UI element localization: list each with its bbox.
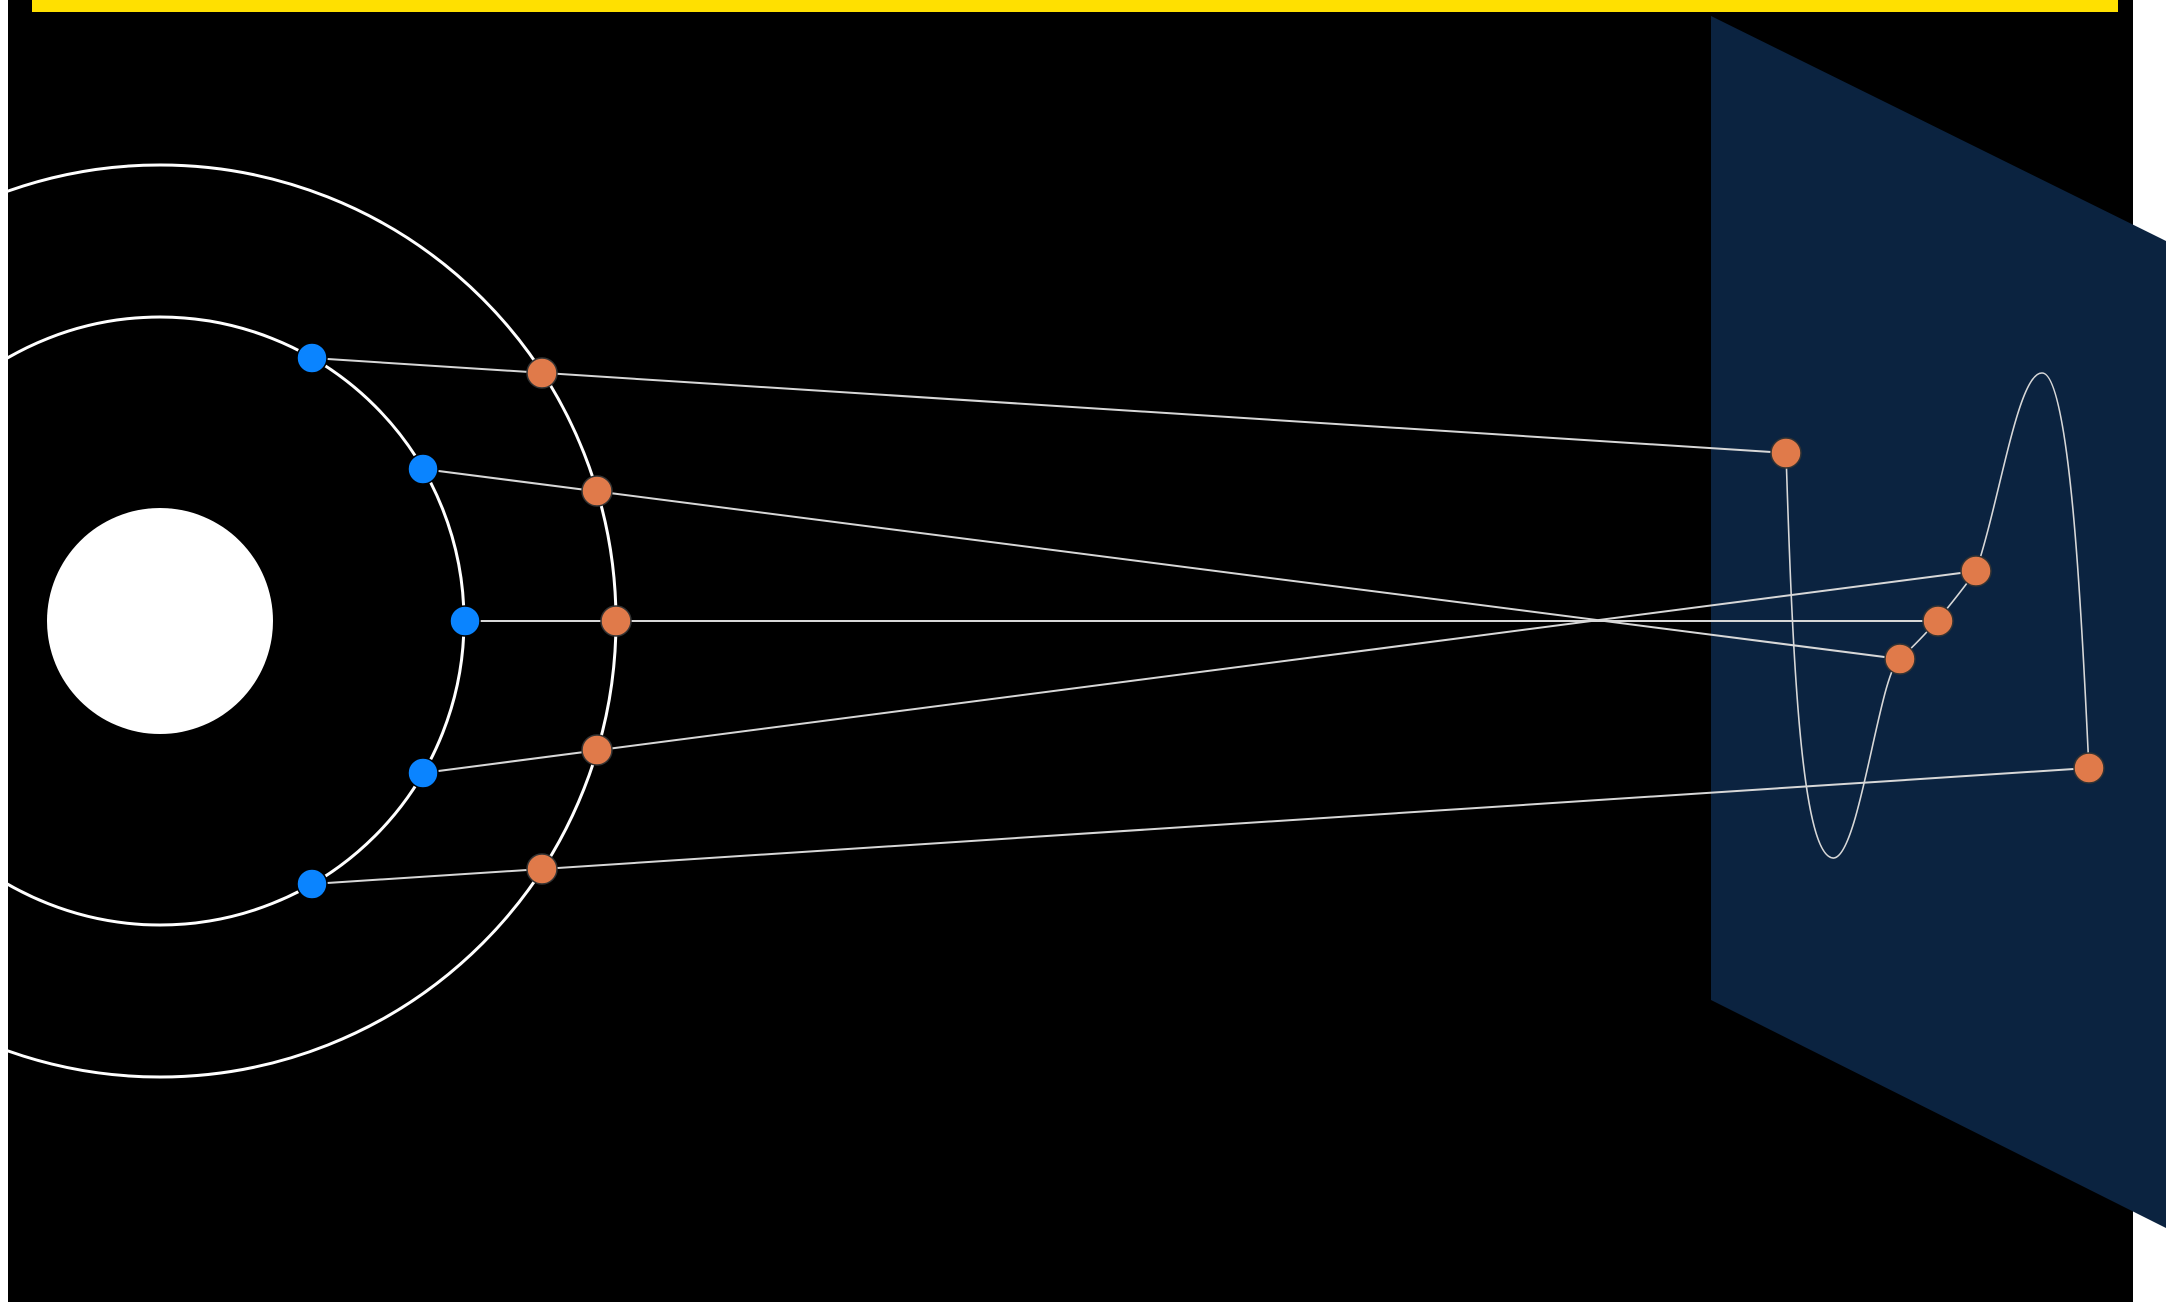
sight-line-2 — [422, 468, 1901, 660]
sight-lines — [311, 357, 2090, 885]
inner-planet-dot-4 — [407, 757, 439, 789]
inner-planet-dot-3 — [449, 605, 481, 637]
inner-planet-dot-1 — [296, 342, 328, 374]
apparent-dot-4 — [1960, 555, 1992, 587]
outer-planet-positions — [526, 357, 632, 885]
outer-planet-dot-4 — [581, 734, 613, 766]
top-highlight-bar — [32, 0, 2118, 12]
outer-planet-dot-2 — [581, 475, 613, 507]
inner-planet-positions — [296, 342, 481, 900]
apparent-dot-2 — [1884, 643, 1916, 675]
inner-planet-dot-2 — [407, 453, 439, 485]
outer-planet-dot-1 — [526, 357, 558, 389]
apparent-dot-5 — [2073, 752, 2105, 784]
inner-planet-dot-5 — [296, 868, 328, 900]
apparent-dot-3 — [1922, 605, 1954, 637]
sight-line-5 — [311, 767, 2090, 885]
outer-planet-dot-3 — [600, 605, 632, 637]
apparent-dot-1 — [1770, 437, 1802, 469]
sight-line-4 — [422, 570, 1977, 774]
outer-planet-dot-5 — [526, 853, 558, 885]
sun-icon — [47, 508, 273, 734]
apparent-positions — [1770, 437, 2105, 784]
